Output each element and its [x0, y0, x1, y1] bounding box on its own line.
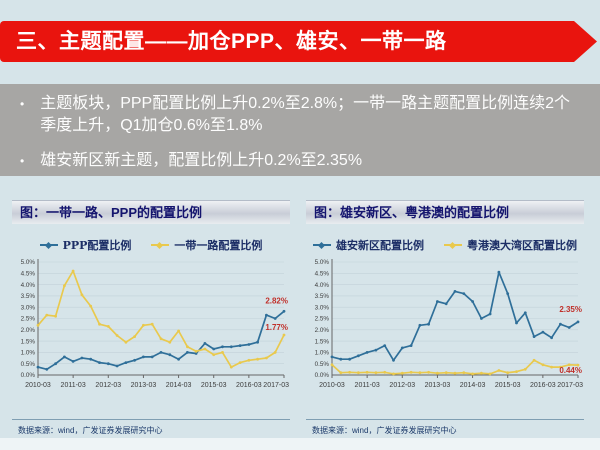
- svg-text:2016-03: 2016-03: [236, 382, 262, 389]
- svg-text:1.5%: 1.5%: [315, 338, 330, 345]
- legend-item: 雄安新区配置比例: [313, 237, 424, 253]
- svg-text:2017-03: 2017-03: [263, 382, 289, 389]
- svg-text:2015-03: 2015-03: [201, 382, 227, 389]
- legend-item: 粤港澳大湾区配置比例: [444, 237, 577, 253]
- svg-text:1.0%: 1.0%: [315, 350, 330, 357]
- svg-text:2.82%: 2.82%: [265, 296, 288, 305]
- section-title: 三、主题配置——加仓PPP、雄安、一带一路: [16, 30, 447, 53]
- svg-text:3.5%: 3.5%: [21, 293, 36, 300]
- legend-line-swatch-yellow: [151, 244, 170, 246]
- chart-panel-belt-road-ppp: 图：一带一路、PPP的配置比例 PPP配置比例 一带一路配置比例 0.0% 0.5…: [12, 200, 290, 436]
- svg-text:2010-03: 2010-03: [319, 382, 345, 389]
- svg-text:2.35%: 2.35%: [559, 305, 582, 314]
- legend-item: 一带一路配置比例: [151, 237, 262, 253]
- svg-text:0.5%: 0.5%: [21, 361, 36, 368]
- legend-label: 一带一路配置比例: [174, 239, 263, 252]
- svg-text:2011-03: 2011-03: [61, 382, 86, 389]
- chart-legend: PPP配置比例 一带一路配置比例: [12, 237, 290, 253]
- svg-text:5.0%: 5.0%: [315, 259, 330, 266]
- svg-text:2013-03: 2013-03: [425, 382, 451, 389]
- svg-text:2016-03: 2016-03: [530, 382, 556, 389]
- svg-text:4.0%: 4.0%: [315, 282, 330, 289]
- line-chart-belt-road-ppp: 0.0% 0.5% 1.0% 1.5% 2.0% 2.5% 3.0% 3.5% 4.0% 4.5%…: [21, 259, 289, 389]
- bullet-item: 主题板块，PPP配置比例上升0.2%至2.8%；一带一路主题配置比例连续2个季度…: [12, 93, 584, 137]
- legend-line-swatch-blue: [313, 244, 331, 246]
- svg-text:4.5%: 4.5%: [315, 271, 330, 278]
- svg-text:2012-03: 2012-03: [95, 382, 121, 389]
- svg-text:0.0%: 0.0%: [21, 372, 36, 379]
- data-source-note: 数据来源：wind，广发证券发展研究中心: [306, 419, 584, 436]
- svg-text:2.5%: 2.5%: [21, 316, 36, 323]
- legend-label: 粤港澳大湾区配置比例: [467, 239, 577, 252]
- legend-line-swatch-blue: [39, 244, 58, 246]
- svg-text:3.5%: 3.5%: [315, 293, 330, 300]
- chart-panel-xiongan-greaterbay: 图：雄安新区、粤港澳的配置比例 雄安新区配置比例 粤港澳大湾区配置比例 0.0%…: [306, 200, 584, 436]
- data-source-note: 数据来源：wind，广发证券发展研究中心: [12, 419, 290, 436]
- legend-item: PPP配置比例: [39, 237, 132, 253]
- section-title-banner: 三、主题配置——加仓PPP、雄安、一带一路: [0, 21, 597, 62]
- legend-label: PPP配置比例: [62, 239, 132, 252]
- summary-box: 主题板块，PPP配置比例上升0.2%至2.8%；一带一路主题配置比例连续2个季度…: [0, 84, 600, 176]
- svg-text:1.5%: 1.5%: [21, 338, 36, 345]
- svg-text:2011-03: 2011-03: [355, 382, 380, 389]
- svg-text:2014-03: 2014-03: [460, 382, 486, 389]
- svg-text:2.0%: 2.0%: [315, 327, 330, 334]
- svg-text:2.5%: 2.5%: [315, 316, 330, 323]
- line-chart-xiongan-greaterbay: 0.0% 0.5% 1.0% 1.5% 2.0% 2.5% 3.0% 3.5% 4.0% 4.5%…: [315, 259, 583, 389]
- svg-text:5.0%: 5.0%: [21, 259, 36, 266]
- svg-text:4.5%: 4.5%: [21, 271, 36, 278]
- svg-text:0.0%: 0.0%: [315, 372, 330, 379]
- bullet-item: 雄安新区新主题，配置比例上升0.2%至2.35%: [12, 150, 584, 172]
- bullet-list: 主题板块，PPP配置比例上升0.2%至2.8%；一带一路主题配置比例连续2个季度…: [12, 93, 584, 172]
- chart-title: 图：雄安新区、粤港澳的配置比例: [306, 200, 584, 224]
- svg-text:0.5%: 0.5%: [315, 361, 330, 368]
- svg-text:2013-03: 2013-03: [131, 382, 157, 389]
- svg-text:1.0%: 1.0%: [21, 350, 36, 357]
- bottom-margin-strip: [0, 438, 600, 450]
- svg-text:2.0%: 2.0%: [21, 327, 36, 334]
- legend-line-swatch-yellow: [444, 244, 462, 246]
- svg-text:2017-03: 2017-03: [557, 382, 583, 389]
- legend-label: 雄安新区配置比例: [336, 239, 424, 252]
- svg-text:3.0%: 3.0%: [21, 304, 36, 311]
- svg-text:2010-03: 2010-03: [25, 382, 51, 389]
- svg-text:2014-03: 2014-03: [166, 382, 192, 389]
- svg-text:2015-03: 2015-03: [495, 382, 521, 389]
- chart-title: 图：一带一路、PPP的配置比例: [12, 200, 290, 224]
- svg-text:3.0%: 3.0%: [315, 304, 330, 311]
- chart-legend: 雄安新区配置比例 粤港澳大湾区配置比例: [306, 237, 584, 253]
- svg-text:0.44%: 0.44%: [559, 366, 582, 375]
- svg-text:1.77%: 1.77%: [265, 323, 288, 332]
- svg-text:2012-03: 2012-03: [389, 382, 415, 389]
- svg-text:4.0%: 4.0%: [21, 282, 36, 289]
